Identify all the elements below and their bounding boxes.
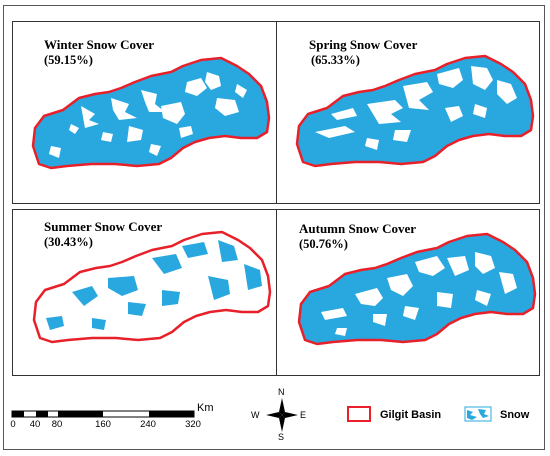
snow-percent: (65.33%) (311, 53, 360, 67)
compass-n: N (278, 387, 285, 397)
legend-snow-swatch (464, 406, 492, 422)
compass-e: E (300, 410, 307, 420)
legend-snow-label: Snow (500, 409, 530, 421)
scale-tick: 160 (95, 419, 111, 430)
scale-tick: 0 (10, 419, 16, 430)
panel-title: Autumn Snow Cover (299, 221, 417, 236)
compass-s: S (278, 432, 285, 442)
snow-percent: (59.15%) (44, 53, 93, 67)
panel-summer: Summer Snow Cover (30.43%) (12, 209, 277, 376)
scale-tick: 240 (140, 419, 156, 430)
scale-tick: 80 (51, 419, 63, 430)
panel-title: Spring Snow Cover (309, 37, 418, 52)
panel-autumn: Autumn Snow Cover (50.76%) (276, 209, 540, 376)
scale-bar-segments (11, 410, 195, 418)
map-frame (3, 5, 545, 450)
panel-winter: Winter Snow Cover (59.15%) (12, 21, 277, 204)
compass-icon (266, 398, 298, 432)
scale-tick: 40 (29, 419, 41, 430)
panel-spring: Spring Snow Cover (65.33%) (276, 21, 540, 204)
panel-title: Winter Snow Cover (44, 37, 155, 52)
compass-w: W (251, 410, 260, 420)
snow-percent: (30.43%) (44, 235, 93, 249)
scale-unit: Km (197, 402, 214, 414)
scale-tick: 320 (185, 419, 201, 430)
snow-percent: (50.76%) (299, 237, 348, 251)
legend-basin-label: Gilgit Basin (380, 409, 442, 421)
panel-title: Summer Snow Cover (44, 219, 163, 234)
legend-basin-swatch (347, 406, 371, 422)
